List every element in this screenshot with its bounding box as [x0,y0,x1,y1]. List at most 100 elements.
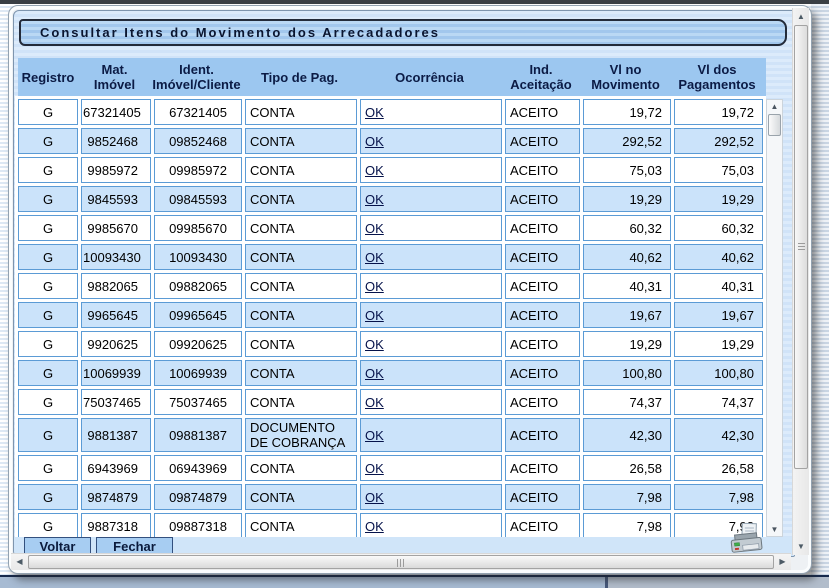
cell-vl-pagamentos: 292,52 [674,128,763,154]
cell-registro: G [18,186,78,212]
ocorrencia-link[interactable]: OK [365,518,384,534]
cell-vl-pagamentos: 40,62 [674,244,763,270]
column-header: Vl no Movimento [591,62,660,92]
cell-ocorrencia: OK [360,331,502,357]
ocorrencia-link[interactable]: OK [365,489,384,505]
ocorrencia-link[interactable]: OK [365,307,384,323]
cell-ident-imovel-cliente: 09852468 [154,128,242,154]
cell-tipo-pag: CONTA [245,513,357,537]
column-header: Registro [21,69,75,85]
cell-vl-pagamentos: 42,30 [674,418,763,452]
scrollbar-grip [798,243,805,251]
cell-tipo-pag: CONTA [245,389,357,415]
cell-mat-imovel: 9882065 [81,273,151,299]
ocorrencia-link[interactable]: OK [365,278,384,294]
bottom-bar-right-section [608,577,829,588]
scroll-left-icon[interactable]: ◀ [16,557,23,566]
cell-mat-imovel: 9965645 [81,302,151,328]
table-row: G 9845593 09845593 CONTA OK ACEITO 19,29… [18,186,763,212]
ocorrencia-link[interactable]: OK [365,104,384,120]
ocorrencia-link[interactable]: OK [365,191,384,207]
cell-mat-imovel: 67321405 [81,99,151,125]
column-header: Ident. Imóvel/Cliente [152,62,241,92]
cell-ind-aceitacao: ACEITO [505,215,580,241]
ocorrencia-link[interactable]: OK [365,162,384,178]
cell-tipo-pag: DOCUMENTO DE COBRANÇA [245,418,357,452]
cell-ident-imovel-cliente: 09985972 [154,157,242,183]
scroll-down-icon[interactable]: ▼ [770,525,779,534]
cell-vl-movimento: 19,72 [583,99,671,125]
cell-vl-pagamentos: 19,67 [674,302,763,328]
cell-ident-imovel-cliente: 09874879 [154,484,242,510]
cell-ident-imovel-cliente: 09920625 [154,331,242,357]
cell-ind-aceitacao: ACEITO [505,128,580,154]
window-vertical-scrollbar[interactable]: ▲ ▼ [792,8,809,555]
cell-ind-aceitacao: ACEITO [505,484,580,510]
cell-registro: G [18,244,78,270]
cell-ident-imovel-cliente: 10093430 [154,244,242,270]
cell-vl-movimento: 7,98 [583,513,671,537]
cell-ident-imovel-cliente: 09882065 [154,273,242,299]
cell-tipo-pag: CONTA [245,99,357,125]
scroll-up-icon[interactable]: ▲ [770,102,779,111]
cell-registro: G [18,302,78,328]
ocorrencia-link[interactable]: OK [365,336,384,352]
cell-tipo-pag: CONTA [245,455,357,481]
table-scrollbar-thumb[interactable] [768,114,781,136]
cell-vl-movimento: 42,30 [583,418,671,452]
table-row: G 9985972 09985972 CONTA OK ACEITO 75,03… [18,157,763,183]
cell-vl-pagamentos: 19,72 [674,99,763,125]
cell-tipo-pag: CONTA [245,360,357,386]
cell-tipo-pag: CONTA [245,157,357,183]
window-scrollbar-thumb[interactable] [794,25,808,469]
cell-mat-imovel: 75037465 [81,389,151,415]
cell-ind-aceitacao: ACEITO [505,99,580,125]
table-row: G 75037465 75037465 CONTA OK ACEITO 74,3… [18,389,763,415]
ocorrencia-link[interactable]: OK [365,249,384,265]
table-row: G 10093430 10093430 CONTA OK ACEITO 40,6… [18,244,763,270]
ocorrencia-link[interactable]: OK [365,365,384,381]
table-row: G 10069939 10069939 CONTA OK ACEITO 100,… [18,360,763,386]
column-header: Tipo de Pag. [260,69,339,85]
cell-vl-pagamentos: 19,29 [674,331,763,357]
ocorrencia-link[interactable]: OK [365,460,384,476]
cell-vl-movimento: 19,29 [583,186,671,212]
table-row: G 9920625 09920625 CONTA OK ACEITO 19,29… [18,331,763,357]
cell-ocorrencia: OK [360,128,502,154]
cell-registro: G [18,418,78,452]
table-header-row: Registro Mat. Imóvel Ident. Imóvel/Clien… [18,58,766,96]
cell-mat-imovel: 6943969 [81,455,151,481]
fechar-button[interactable]: Fechar [96,537,173,556]
horizontal-scrollbar-thumb[interactable] [28,555,774,569]
printer-icon[interactable] [724,521,765,557]
cell-ocorrencia: OK [360,302,502,328]
cell-mat-imovel: 10093430 [81,244,151,270]
cell-vl-movimento: 292,52 [583,128,671,154]
cell-ident-imovel-cliente: 75037465 [154,389,242,415]
ocorrencia-link[interactable]: OK [365,133,384,149]
cell-vl-movimento: 40,31 [583,273,671,299]
ocorrencia-link[interactable]: OK [365,220,384,236]
cell-ind-aceitacao: ACEITO [505,331,580,357]
scroll-right-icon[interactable]: ▶ [779,557,786,566]
cell-mat-imovel: 9887318 [81,513,151,537]
table-scrollbar[interactable]: ▲ ▼ [766,99,783,537]
ocorrencia-link[interactable]: OK [365,427,384,443]
cell-registro: G [18,273,78,299]
scrollbar-grip [397,559,405,567]
bottom-background-bar [0,575,829,588]
scroll-up-icon[interactable]: ▲ [797,12,805,21]
cell-ind-aceitacao: ACEITO [505,360,580,386]
cell-vl-movimento: 19,67 [583,302,671,328]
cell-vl-pagamentos: 100,80 [674,360,763,386]
table-row: G 9985670 09985670 CONTA OK ACEITO 60,32… [18,215,763,241]
cell-vl-pagamentos: 60,32 [674,215,763,241]
window-horizontal-scrollbar[interactable]: ◀ ▶ [11,553,791,570]
page-title-text: Consultar Itens do Movimento dos Arrecad… [40,25,440,40]
cell-vl-movimento: 7,98 [583,484,671,510]
ocorrencia-link[interactable]: OK [365,394,384,410]
cell-ocorrencia: OK [360,215,502,241]
cell-ident-imovel-cliente: 09881387 [154,418,242,452]
scroll-down-icon[interactable]: ▼ [797,542,805,551]
cell-registro: G [18,99,78,125]
